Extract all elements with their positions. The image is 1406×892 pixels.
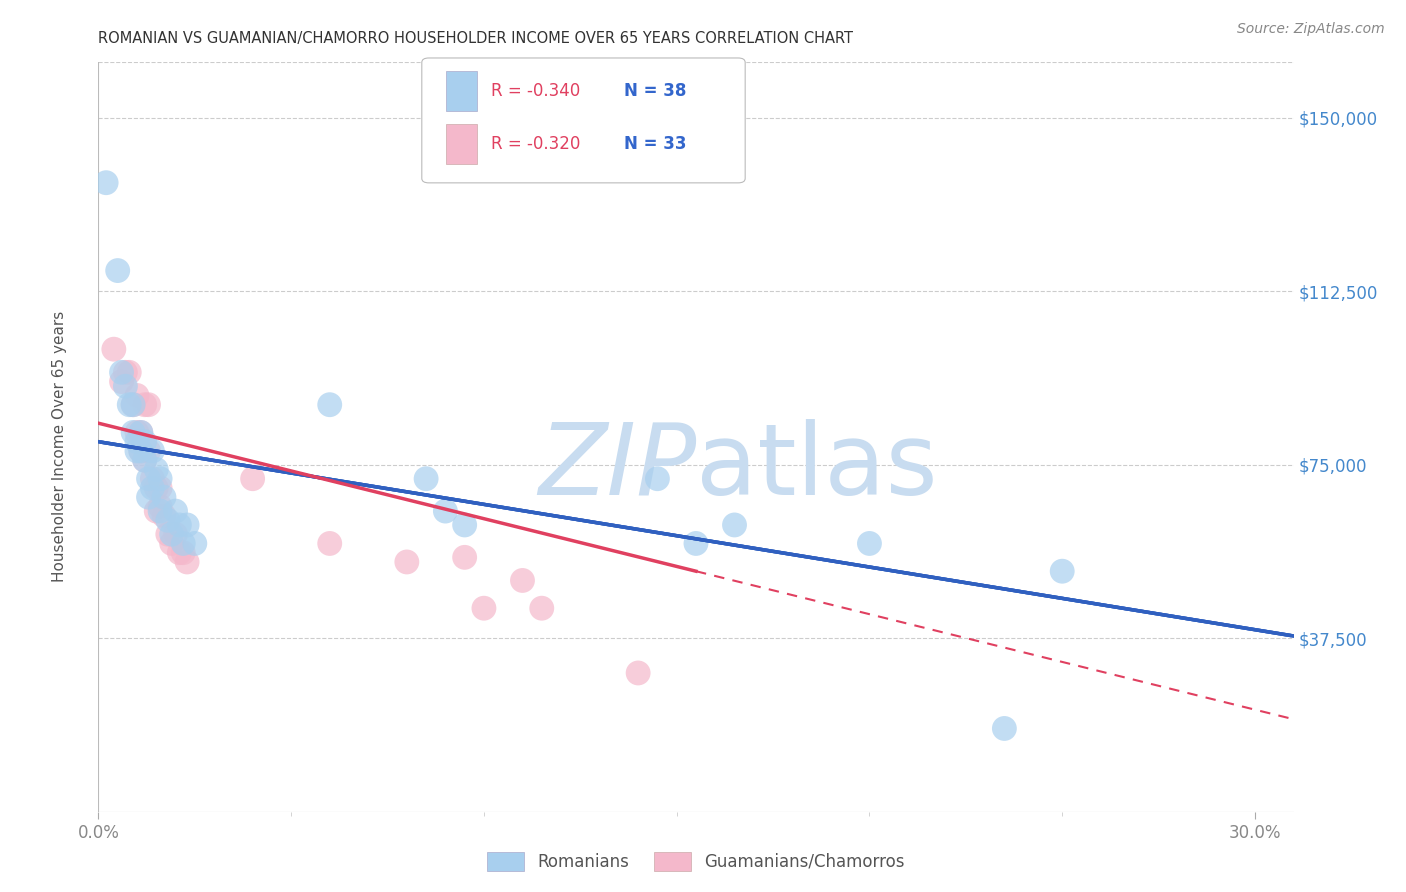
- Point: [172, 536, 194, 550]
- Point: [118, 398, 141, 412]
- Text: atlas: atlas: [696, 418, 938, 516]
- Text: R = -0.340: R = -0.340: [491, 82, 579, 100]
- Legend: Romanians, Guamanians/Chamorros: Romanians, Guamanians/Chamorros: [488, 852, 904, 871]
- Point: [395, 555, 418, 569]
- Point: [110, 375, 132, 389]
- Point: [453, 550, 475, 565]
- Point: [129, 444, 152, 458]
- Point: [125, 425, 148, 440]
- Point: [141, 472, 163, 486]
- Point: [145, 462, 167, 476]
- Point: [125, 434, 148, 449]
- Point: [138, 472, 160, 486]
- Point: [858, 536, 880, 550]
- Point: [138, 398, 160, 412]
- Point: [319, 536, 342, 550]
- Point: [149, 500, 172, 514]
- Point: [723, 518, 745, 533]
- Text: R = -0.320: R = -0.320: [491, 136, 581, 153]
- Point: [110, 365, 132, 379]
- Point: [129, 444, 152, 458]
- Point: [114, 365, 136, 379]
- Point: [134, 453, 156, 467]
- Point: [114, 379, 136, 393]
- Point: [169, 518, 191, 533]
- Point: [242, 472, 264, 486]
- Point: [125, 444, 148, 458]
- Point: [169, 546, 191, 560]
- Point: [138, 444, 160, 458]
- Point: [122, 425, 145, 440]
- Point: [647, 472, 669, 486]
- Point: [145, 481, 167, 495]
- Text: N = 38: N = 38: [624, 82, 686, 100]
- Point: [172, 546, 194, 560]
- Point: [141, 444, 163, 458]
- Point: [141, 481, 163, 495]
- Point: [129, 425, 152, 440]
- Point: [160, 527, 183, 541]
- Point: [530, 601, 553, 615]
- Text: ROMANIAN VS GUAMANIAN/CHAMORRO HOUSEHOLDER INCOME OVER 65 YEARS CORRELATION CHAR: ROMANIAN VS GUAMANIAN/CHAMORRO HOUSEHOLD…: [98, 31, 853, 46]
- Point: [160, 536, 183, 550]
- Point: [125, 388, 148, 402]
- Point: [134, 453, 156, 467]
- Point: [153, 508, 176, 523]
- Point: [134, 434, 156, 449]
- Point: [145, 504, 167, 518]
- Point: [176, 555, 198, 569]
- Point: [107, 263, 129, 277]
- Point: [129, 425, 152, 440]
- Point: [319, 398, 342, 412]
- Point: [156, 527, 179, 541]
- Point: [434, 504, 457, 518]
- Point: [685, 536, 707, 550]
- Point: [138, 490, 160, 504]
- Point: [165, 527, 187, 541]
- Point: [134, 398, 156, 412]
- Point: [512, 574, 534, 588]
- Point: [165, 504, 187, 518]
- Point: [149, 504, 172, 518]
- Point: [149, 472, 172, 486]
- Point: [103, 342, 125, 356]
- Point: [176, 518, 198, 533]
- Point: [149, 481, 172, 495]
- Point: [118, 365, 141, 379]
- Text: ZIP: ZIP: [537, 418, 696, 516]
- Point: [472, 601, 495, 615]
- Point: [1050, 564, 1073, 578]
- Point: [993, 722, 1015, 736]
- Point: [153, 490, 176, 504]
- Text: Householder Income Over 65 years: Householder Income Over 65 years: [52, 310, 66, 582]
- Point: [415, 472, 437, 486]
- Point: [453, 518, 475, 533]
- Text: Source: ZipAtlas.com: Source: ZipAtlas.com: [1237, 22, 1385, 37]
- Text: N = 33: N = 33: [624, 136, 686, 153]
- Point: [156, 513, 179, 527]
- Point: [122, 398, 145, 412]
- Point: [94, 176, 117, 190]
- Point: [627, 665, 650, 680]
- Point: [122, 398, 145, 412]
- Point: [184, 536, 207, 550]
